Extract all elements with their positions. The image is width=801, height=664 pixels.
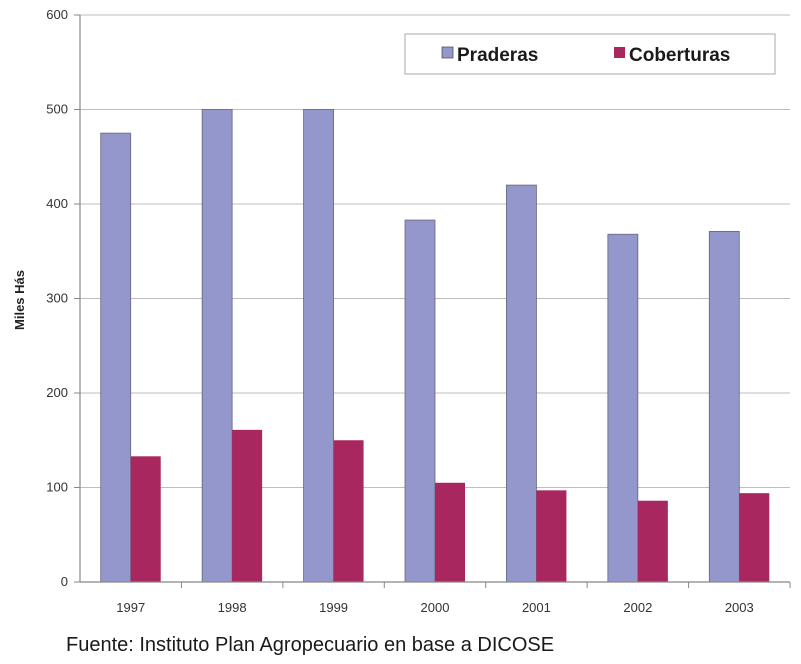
bar-praderas-2002 xyxy=(607,233,639,583)
y-axis-label: Miles Hás xyxy=(12,270,27,330)
x-tick-labels: 1997 1998 1999 2000 2001 2002 2003 xyxy=(116,582,791,615)
bar-praderas-2003 xyxy=(708,231,740,583)
y-tick-label: 200 xyxy=(46,385,68,400)
y-tick-label: 0 xyxy=(61,574,68,589)
legend: Praderas Coberturas xyxy=(404,33,776,75)
bars xyxy=(100,109,770,583)
x-tick-label: 1999 xyxy=(319,600,348,615)
bar-coberturas-1998 xyxy=(232,429,263,582)
bar-coberturas-2002 xyxy=(637,500,668,582)
bar-coberturas-1999 xyxy=(333,440,364,582)
x-tick-label: 1998 xyxy=(218,600,247,615)
bar-coberturas-2000 xyxy=(435,482,465,582)
bar-coberturas-1997 xyxy=(130,456,161,582)
bar-praderas-1998 xyxy=(201,109,233,583)
x-tick-label: 2002 xyxy=(623,600,652,615)
bar-coberturas-2003 xyxy=(739,493,770,582)
bar-praderas-1997 xyxy=(100,132,132,583)
y-tick-label: 500 xyxy=(46,102,68,117)
bar-coberturas-2001 xyxy=(536,490,567,582)
x-tick-label: 2000 xyxy=(421,600,450,615)
bar-praderas-1999 xyxy=(303,109,334,583)
x-tick-label: 2003 xyxy=(725,600,754,615)
x-tick-label: 2001 xyxy=(522,600,551,615)
y-tick-label: 300 xyxy=(46,291,68,306)
x-tick-label: 1997 xyxy=(116,600,145,615)
y-tick-label: 100 xyxy=(46,480,68,495)
legend-swatch-praderas xyxy=(441,46,454,59)
bar-praderas-2001 xyxy=(506,184,537,583)
y-tick-labels: 0 100 200 300 400 500 600 xyxy=(46,7,80,589)
legend-label-praderas: Praderas xyxy=(457,45,538,66)
legend-swatch-coberturas xyxy=(614,47,625,58)
y-tick-label: 600 xyxy=(46,7,68,22)
source-note: Fuente: Instituto Plan Agropecuario en b… xyxy=(66,634,555,656)
bar-praderas-2000 xyxy=(404,219,436,583)
legend-box xyxy=(404,33,776,75)
y-tick-label: 400 xyxy=(46,196,68,211)
legend-label-coberturas: Coberturas xyxy=(629,45,730,66)
